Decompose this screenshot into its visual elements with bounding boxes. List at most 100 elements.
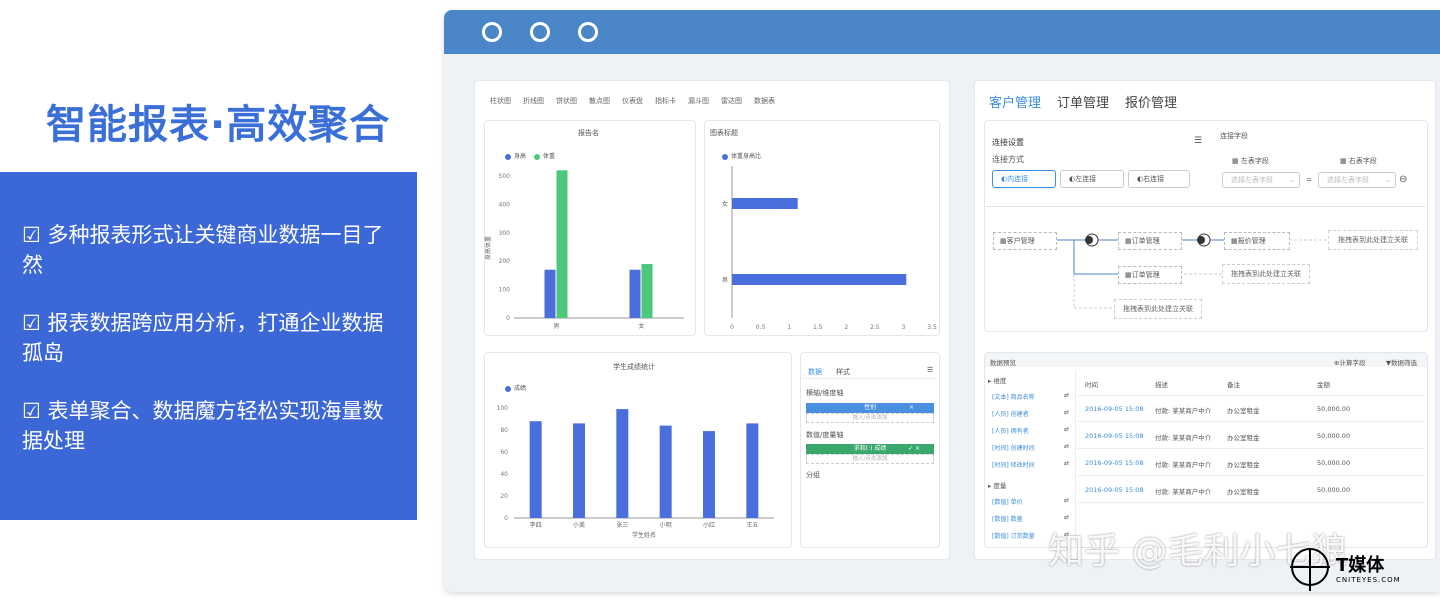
field-item[interactable]: [人员] 拥有者 [992, 428, 1029, 435]
left-join-button[interactable]: ◐ 左连接 [1060, 170, 1124, 188]
headline: 智能报表·高效聚合 [46, 102, 391, 148]
join-method-label: 连接方式 [992, 155, 1024, 164]
value-drop-zone[interactable]: 拖入/点击添加 [806, 454, 934, 464]
close-icon[interactable]: × [908, 404, 914, 411]
right-join-button[interactable]: ◐ 右连接 [1128, 170, 1190, 188]
toolbar-item-scatter[interactable]: 散点图 [589, 97, 610, 105]
legend-label: 体重身高比 [731, 153, 762, 160]
dim-field-value: 性别 [863, 404, 876, 411]
table-row[interactable]: 2016-09-05 15:08 付款: 某某商户中介 办公室租金 50,000.00 [1077, 477, 1425, 503]
table-cell: 50,000.00 [1317, 432, 1351, 440]
dim-drop-zone[interactable]: 拖入/点击添加 [806, 413, 934, 423]
left-field-text: 左表字段 [1240, 157, 1269, 165]
chart1-plot: 身高体重 0 100 200 300 400 500 男 女 [484, 170, 684, 330]
field-item[interactable]: [数值] 数量 [992, 516, 1023, 523]
chart2-card[interactable] [704, 120, 940, 336]
field-item[interactable]: [时间] 创建时间 [992, 445, 1035, 452]
field-item[interactable]: [数值] 单价 [992, 499, 1023, 506]
check-icon[interactable]: ✓ × [908, 445, 920, 452]
tab-order[interactable]: 订单管理 [1057, 96, 1110, 111]
table-cell: 办公室租金 [1227, 461, 1260, 469]
toolbar-item-bar[interactable]: 柱状图 [490, 97, 511, 105]
right-field-label: ▦ 右表字段 [1340, 157, 1377, 165]
measure-label: 度量 [993, 482, 1007, 490]
swap-icon[interactable]: ⇄ [1064, 426, 1070, 433]
calc-field-button[interactable]: ⊕计算字段 [1334, 359, 1366, 367]
config-tab-style[interactable]: 样式 [836, 368, 850, 376]
drop-zone[interactable]: 拖拽表到此处建立关联 [1328, 230, 1418, 250]
field-item[interactable]: [数值] 订货数量 [992, 533, 1035, 540]
table-row[interactable]: 2016-09-05 15:08 付款: 某某商户中介 办公室租金 50,000.00 [1077, 450, 1425, 476]
bar [544, 269, 556, 318]
left-field-select[interactable]: 选择左表字段 ⌄ [1222, 172, 1300, 188]
bar [556, 170, 568, 318]
toolbar-item-gauge[interactable]: 仪表盘 [622, 97, 643, 105]
node-label: 客户管理 [1006, 237, 1035, 245]
value-axis-label: 数值/度量轴 [806, 431, 844, 439]
table-row[interactable]: 2016-09-05 15:08 付款: 某某商户中介 办公室租金 50,000.00 [1077, 396, 1425, 422]
table-row[interactable]: 2016-09-05 15:08 付款: 某某商户中介 办公室租金 50,000.00 [1077, 423, 1425, 449]
window-circle-button[interactable] [530, 22, 550, 42]
x-tick-label: 王五 [746, 522, 758, 529]
x-tick-label: 李四 [530, 521, 542, 529]
x-tick-label: 小明 [660, 521, 672, 529]
join-node-order-2[interactable]: ▦ 订单管理 [1118, 266, 1182, 284]
chart3-title: 学生成绩统计 [613, 363, 655, 371]
column-header: 时间 [1085, 381, 1098, 389]
window-circle-button[interactable] [578, 22, 598, 42]
value-field-chip[interactable]: 求和(·) 成绩 ✓ × [806, 444, 934, 454]
filter-button[interactable]: ▼数据筛选 [1386, 359, 1417, 367]
chart-type-toolbar: 柱状图 折线图 饼状图 散点图 仪表盘 指标卡 漏斗图 雷达图 数据表 [490, 96, 775, 106]
remove-condition-icon[interactable]: ⊖ [1399, 174, 1408, 185]
drop-zone[interactable]: 拖拽表到此处建立关联 [1222, 264, 1310, 284]
menu-icon[interactable]: ☰ [1194, 136, 1203, 146]
inner-join-button[interactable]: ◐ 内连接 [992, 170, 1056, 188]
swap-icon[interactable]: ⇄ [1064, 460, 1070, 467]
toolbar-item-pie[interactable]: 饼状图 [556, 97, 577, 105]
tab-quote[interactable]: 报价管理 [1125, 96, 1178, 111]
table-cell: 办公室租金 [1227, 407, 1260, 415]
right-field-select[interactable]: 选择左表字段 ⌄ [1318, 172, 1396, 188]
x-tick-label: 3.5 [927, 324, 937, 331]
swap-icon[interactable]: ⇄ [1064, 514, 1070, 521]
swap-icon[interactable]: ⇄ [1064, 409, 1070, 416]
column-header: 描述 [1155, 381, 1168, 389]
table-cell: 2016-09-05 15:08 [1085, 405, 1144, 413]
toolbar-item-radar[interactable]: 雷达图 [721, 97, 742, 105]
menu-icon[interactable]: ☰ [927, 366, 934, 374]
window-circle-button[interactable] [482, 22, 502, 42]
swap-icon[interactable]: ⇄ [1064, 392, 1070, 399]
logo-mark-icon [1290, 548, 1330, 591]
chart1-card[interactable] [484, 120, 696, 336]
chart2-plot: 0 0.5 1 1.5 2 2.5 3 3.5 女男 [722, 166, 937, 331]
table-cell: 付款: 某某商户中介 [1155, 461, 1212, 469]
chevron-down-icon: ⌄ [1385, 176, 1391, 184]
drop-zone[interactable]: 拖拽表到此处建立关联 [1114, 299, 1202, 319]
bar [641, 264, 653, 318]
swap-icon[interactable]: ⇄ [1064, 443, 1070, 450]
swap-icon[interactable]: ⇄ [1064, 497, 1070, 504]
x-tick-label: 小红 [703, 521, 715, 529]
join-node-customer[interactable]: ▦ 客户管理 [993, 232, 1057, 250]
y-axis-label: 身高体重 [484, 236, 492, 260]
toolbar-item-funnel[interactable]: 漏斗图 [688, 97, 709, 105]
dim-axis-label: 横轴/维度轴 [806, 389, 844, 397]
config-tab-data[interactable]: 数据 [808, 368, 822, 376]
field-item[interactable]: [人员] 创建者 [992, 411, 1029, 418]
chart3-legend: 成绩 [505, 383, 526, 392]
field-item[interactable]: [文本] 商品名称 [992, 394, 1035, 401]
node-label: 订单管理 [1131, 271, 1160, 279]
dim-field-chip[interactable]: 性别 × [806, 403, 934, 413]
measure-group[interactable]: ▸ 度量 [988, 482, 1007, 490]
table-header: 时间 描述 备注 金额 [1077, 370, 1425, 396]
join-node-order[interactable]: ▦ 订单管理 [1118, 232, 1182, 250]
field-item[interactable]: [时间] 修改时间 [992, 462, 1035, 469]
swap-icon[interactable]: ⇄ [1064, 531, 1070, 538]
toolbar-item-kpi[interactable]: 指标卡 [655, 97, 676, 105]
feature-bullet: ☑ 报表数据跨应用分析，打通企业数据孤岛 [22, 311, 384, 365]
tab-customer[interactable]: 客户管理 [989, 96, 1042, 111]
join-node-quote[interactable]: ▦ 报价管理 [1224, 232, 1290, 250]
toolbar-item-line[interactable]: 折线图 [523, 97, 544, 105]
toolbar-item-table[interactable]: 数据表 [754, 97, 775, 105]
dimension-group[interactable]: ▸ 维度 [988, 377, 1007, 385]
